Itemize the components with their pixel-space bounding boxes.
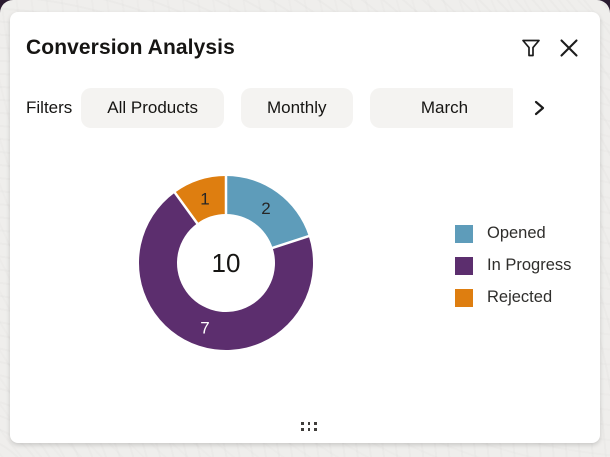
segment-value-label: 7 xyxy=(200,319,209,338)
header-actions xyxy=(516,33,584,63)
filter-chip-monthly[interactable]: Monthly xyxy=(240,88,353,128)
donut-segment-in-progress[interactable] xyxy=(139,192,313,350)
legend-item-in-progress[interactable]: In Progress xyxy=(455,256,571,275)
legend-swatch xyxy=(455,224,473,243)
segment-value-label: 2 xyxy=(261,199,270,218)
chart-legend: Opened In Progress Rejected xyxy=(455,224,571,307)
legend-label: Rejected xyxy=(487,288,553,306)
filters-label: Filters xyxy=(26,98,73,117)
filters-bar: Filters All Products Monthly March xyxy=(26,88,588,128)
chevron-right-icon xyxy=(530,99,548,117)
close-button[interactable] xyxy=(554,33,584,63)
legend-label: In Progress xyxy=(487,256,572,274)
chips-scroll-right-button[interactable] xyxy=(525,94,553,122)
legend-item-rejected[interactable]: Rejected xyxy=(455,288,571,307)
drag-handle-dots[interactable] xyxy=(298,419,320,434)
funnel-icon xyxy=(520,37,542,59)
segment-separator xyxy=(173,191,199,225)
filter-chip-march[interactable]: March xyxy=(369,88,514,128)
widget-title: Conversion Analysis xyxy=(26,36,235,59)
legend-swatch xyxy=(455,288,473,307)
legend-swatch xyxy=(455,256,473,275)
filter-button[interactable] xyxy=(516,33,546,63)
segment-separator xyxy=(271,234,311,250)
filter-chip-all-products[interactable]: All Products xyxy=(81,88,224,128)
close-icon xyxy=(557,36,581,60)
segment-value-label: 1 xyxy=(200,189,209,208)
filter-chips-strip: All Products Monthly March xyxy=(81,88,514,128)
donut-segment-opened[interactable] xyxy=(226,176,309,248)
legend-label: Opened xyxy=(487,224,546,242)
donut-segment-rejected[interactable] xyxy=(174,176,226,224)
widget-header: Conversion Analysis xyxy=(26,29,584,67)
legend-item-opened[interactable]: Opened xyxy=(455,224,571,243)
conversion-analysis-widget: Conversion Analysis Filters All Pr xyxy=(10,12,600,443)
